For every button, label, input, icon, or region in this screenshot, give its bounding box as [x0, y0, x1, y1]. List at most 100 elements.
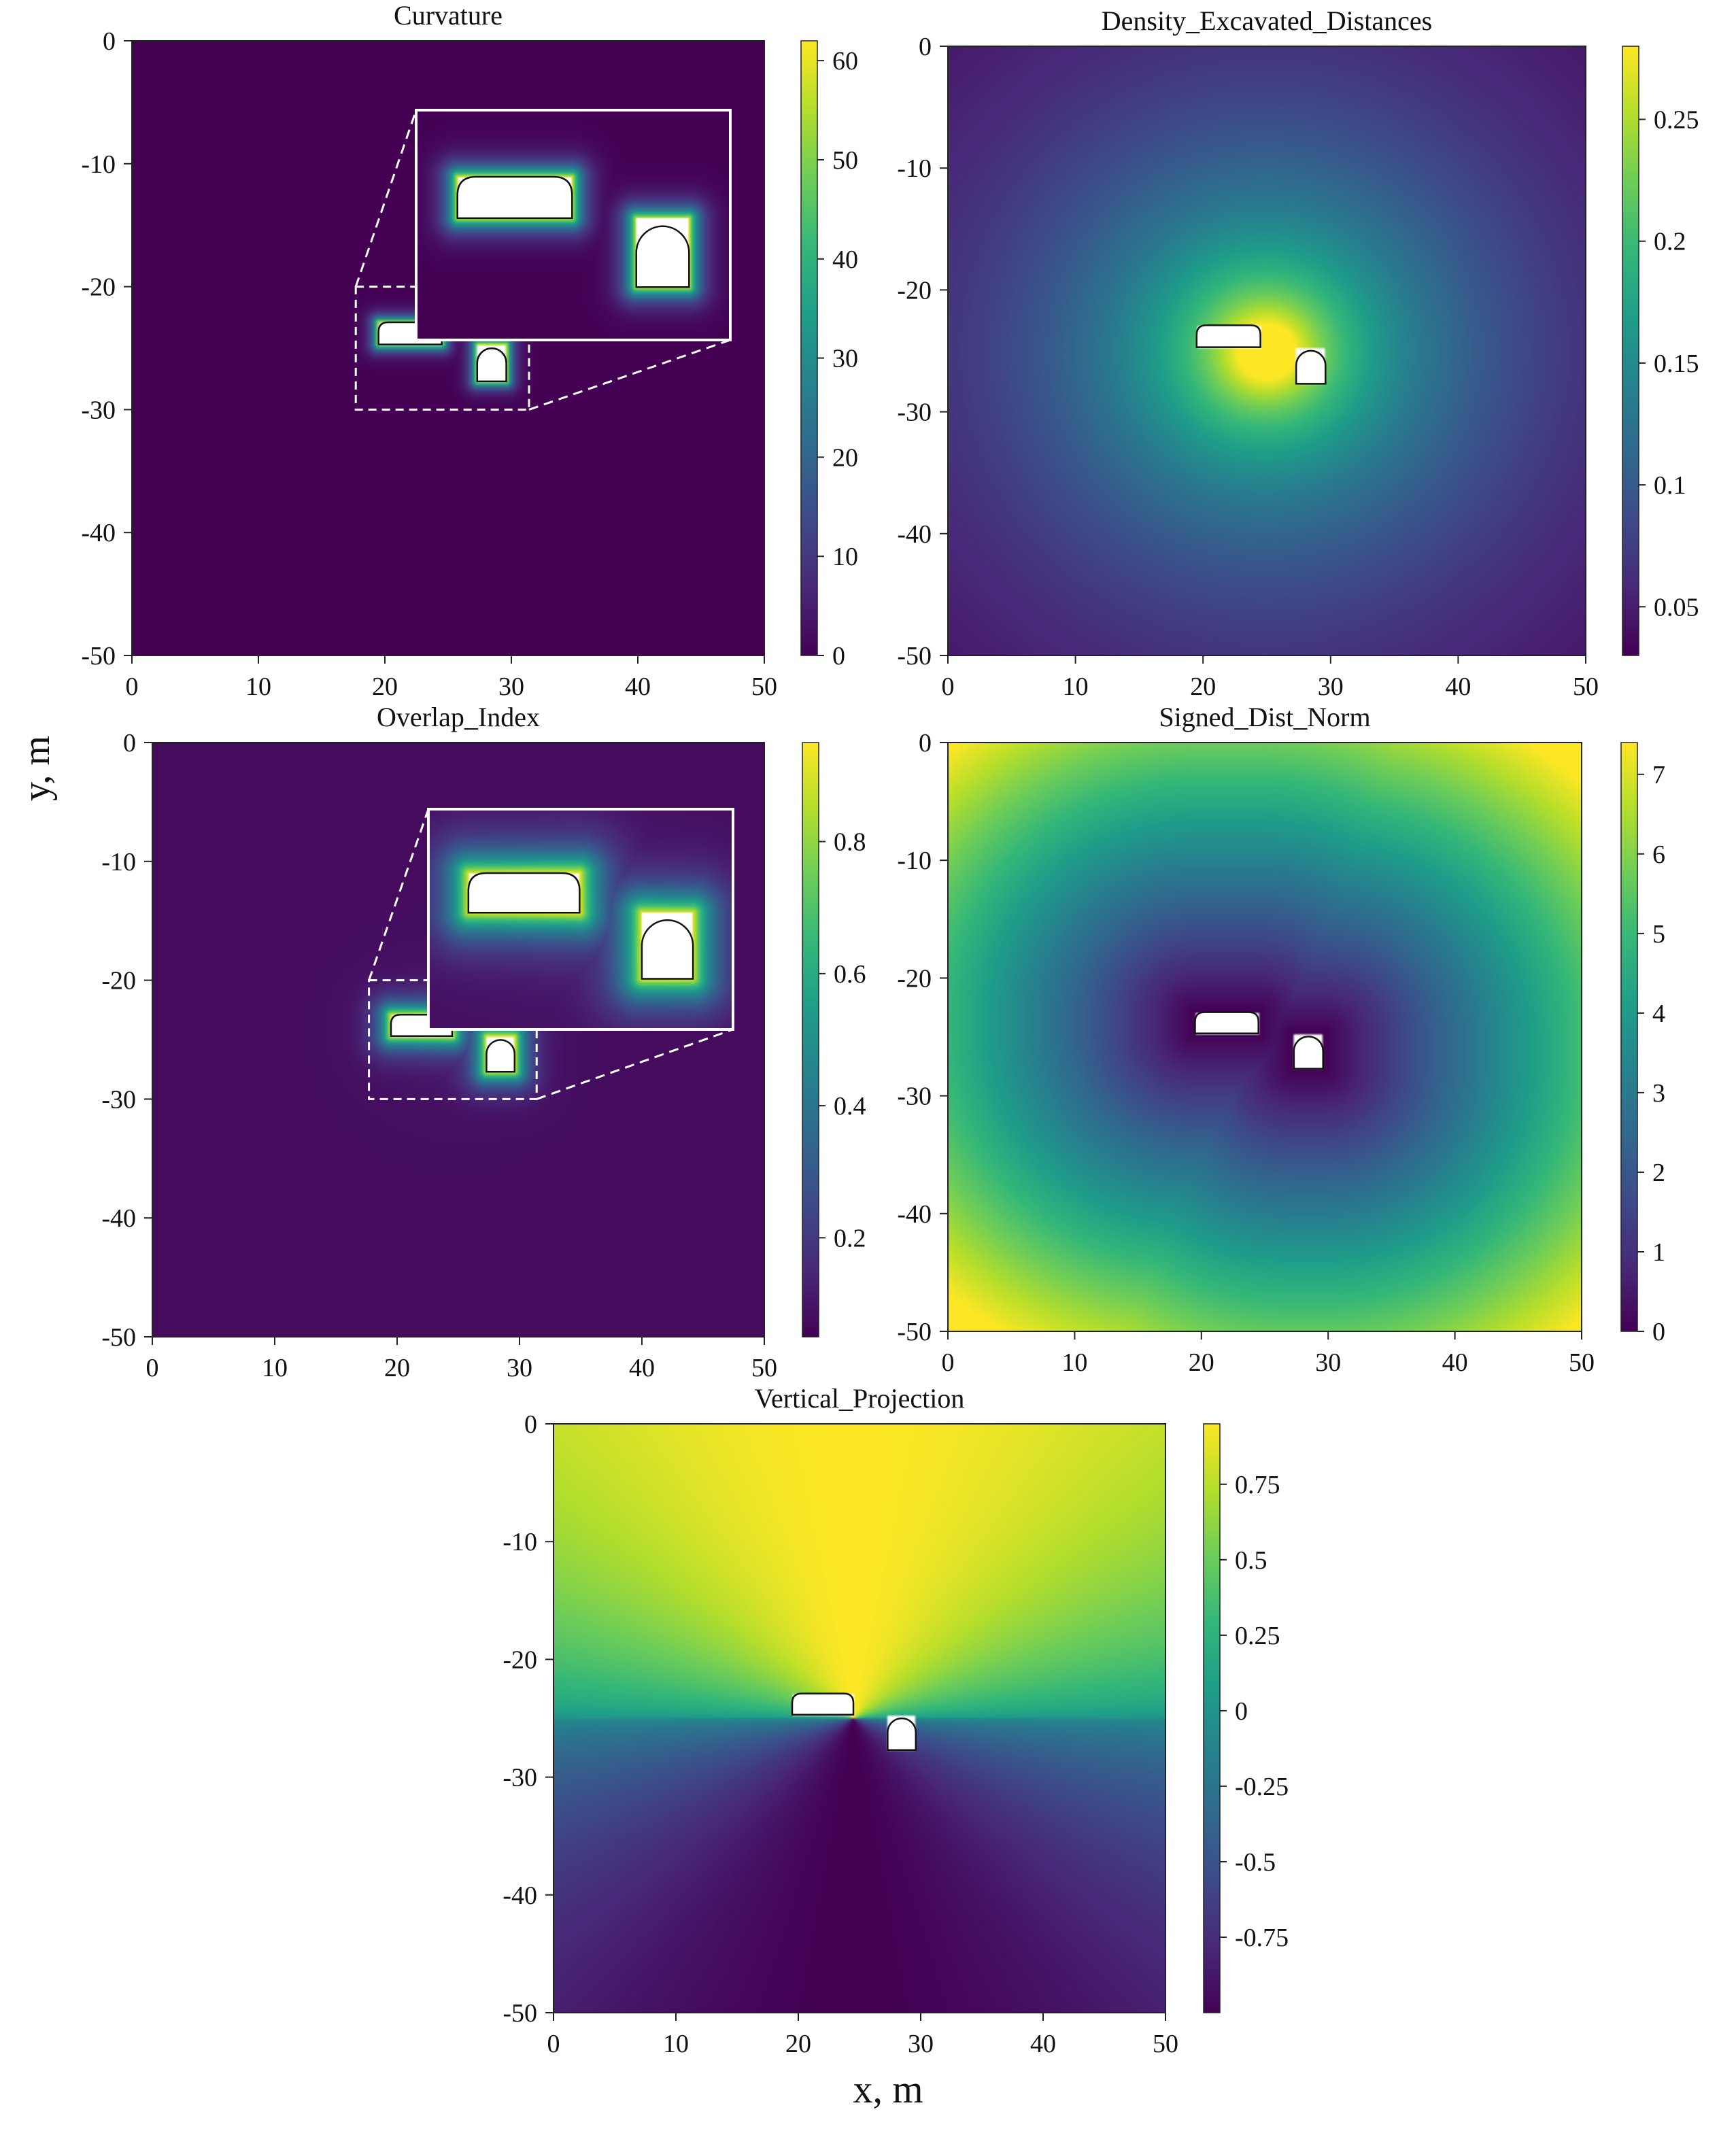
y-tick-label: -20: [897, 276, 932, 305]
chart-title: Overlap_Index: [377, 702, 540, 732]
x-tick-label: 30: [1315, 1348, 1341, 1377]
y-tick-label: -10: [101, 848, 136, 876]
x-tick-label: 0: [942, 1348, 955, 1377]
colorbar-tick-label: 0.6: [834, 960, 866, 989]
excavation-opening: [1195, 324, 1261, 348]
excavation-opening: [486, 1039, 516, 1073]
y-tick-label: 0: [123, 729, 136, 757]
colorbar-tick-label: 6: [1652, 840, 1665, 869]
x-tick-label: 20: [372, 672, 398, 701]
colorbar-tick-label: 0.05: [1654, 593, 1699, 621]
colorbar-tick-label: 0.5: [1235, 1546, 1267, 1575]
inset-excavation-opening: [635, 225, 690, 288]
colorbar-tick-label: 0: [1235, 1697, 1248, 1726]
y-tick-label: -50: [503, 1999, 537, 2028]
y-tick-label: 0: [919, 729, 932, 757]
x-tick-label: 20: [1190, 672, 1216, 701]
x-tick-label: 30: [1318, 672, 1344, 701]
y-tick-label: -50: [897, 1318, 932, 1346]
colorbar-tick-label: -0.25: [1235, 1773, 1289, 1801]
x-tick-label: 20: [785, 2030, 811, 2058]
y-tick-label: -10: [897, 847, 932, 875]
inset-frame: [427, 808, 734, 1031]
x-tick-label: 0: [126, 672, 139, 701]
colorbar-tick-label: 0.2: [834, 1224, 866, 1252]
inset-heatmap-image: [416, 110, 730, 340]
y-tick-label: -40: [897, 1200, 932, 1229]
x-tick-label: 0: [146, 1354, 159, 1382]
y-tick-label: 0: [524, 1410, 537, 1439]
colorbar-tick-label: 30: [832, 345, 858, 373]
excavation-opening: [1194, 1011, 1259, 1035]
colorbar-tick-label: 0.25: [1654, 106, 1699, 135]
colorbar-tick-label: 0: [1652, 1318, 1665, 1346]
figure-ylabel: y, m: [16, 736, 58, 801]
x-tick-label: 40: [1030, 2030, 1056, 2058]
y-tick-label: -50: [101, 1323, 136, 1352]
y-tick-label: -30: [101, 1085, 136, 1114]
colorbar-tick-label: 0.1: [1654, 471, 1686, 500]
excavation-opening: [791, 1692, 855, 1716]
y-tick-label: -30: [503, 1764, 537, 1792]
colorbar-tick-label: 0.25: [1235, 1622, 1280, 1650]
y-tick-label: -40: [503, 1881, 537, 1910]
axes-frame: [553, 1423, 1166, 2013]
chart-panel: Curvature 0 10 20 30 40 50 0 -10 -20 -30 -40 -50 0 10 2…: [81, 0, 858, 701]
y-tick-label: -20: [503, 1646, 537, 1674]
x-tick-label: 0: [942, 672, 955, 701]
x-tick-label: 30: [507, 1354, 532, 1382]
figure-xlabel: x, m: [853, 2067, 923, 2111]
x-tick-label: 40: [629, 1354, 655, 1382]
colorbar-tick-label: 1: [1652, 1238, 1665, 1267]
inset-excavation-opening: [456, 175, 573, 220]
heatmap-image: [948, 46, 1586, 655]
y-tick-label: -10: [503, 1528, 537, 1556]
x-tick-label: 10: [245, 672, 271, 701]
colorbar-tick-label: 7: [1652, 761, 1665, 789]
chart-panel: Vertical_Projection 0 10 20 30 40 50 0 -10 -20 -30…: [503, 1383, 1289, 2058]
excavation-opening: [476, 347, 507, 383]
colorbar-tick-label: 0: [832, 642, 845, 670]
x-tick-label: 30: [498, 672, 524, 701]
inset-connector-line: [528, 339, 731, 411]
y-tick-label: -30: [897, 398, 932, 427]
colorbar-tick-label: 0.75: [1235, 1471, 1280, 1499]
colorbar-tick-label: -0.5: [1235, 1848, 1276, 1877]
axes-frame: [947, 46, 1586, 656]
inset-frame: [415, 109, 732, 341]
colorbar-tick-label: -0.75: [1235, 1924, 1289, 1952]
axes-frame: [131, 40, 765, 656]
colorbar-tick-label: 20: [832, 443, 858, 472]
x-tick-label: 20: [384, 1354, 410, 1382]
y-tick-label: -10: [81, 150, 116, 179]
chart-title: Vertical_Projection: [755, 1383, 965, 1414]
excavation-opening: [887, 1717, 917, 1752]
y-tick-label: -40: [81, 519, 116, 547]
y-tick-label: -40: [897, 520, 932, 549]
colorbar-tick-label: 5: [1652, 920, 1665, 949]
colorbar-tick-label: 60: [832, 47, 858, 75]
colorbar-tick-label: 2: [1652, 1159, 1665, 1187]
x-tick-label: 40: [625, 672, 651, 701]
x-tick-label: 50: [751, 1354, 777, 1382]
colorbar-tick-label: 0.8: [834, 828, 866, 857]
y-tick-label: -10: [897, 154, 932, 183]
colorbar-tick-label: 10: [832, 543, 858, 571]
x-tick-label: 10: [663, 2030, 689, 2058]
inset-connector-line: [536, 1028, 734, 1100]
x-tick-label: 40: [1442, 1348, 1468, 1377]
excavation-opening: [1295, 350, 1327, 385]
x-tick-label: 0: [547, 2030, 560, 2058]
colorbar-tick-label: 0.4: [834, 1092, 866, 1121]
colorbar: [1622, 46, 1639, 656]
heatmap-image: [948, 743, 1582, 1331]
axes-frame: [947, 742, 1582, 1332]
excavation-opening: [1293, 1036, 1324, 1070]
colorbar: [1203, 1423, 1221, 2013]
colorbar-tick-label: 0.15: [1654, 350, 1699, 378]
colorbar-tick-label: 50: [832, 146, 858, 175]
colorbar-tick-label: 40: [832, 245, 858, 274]
